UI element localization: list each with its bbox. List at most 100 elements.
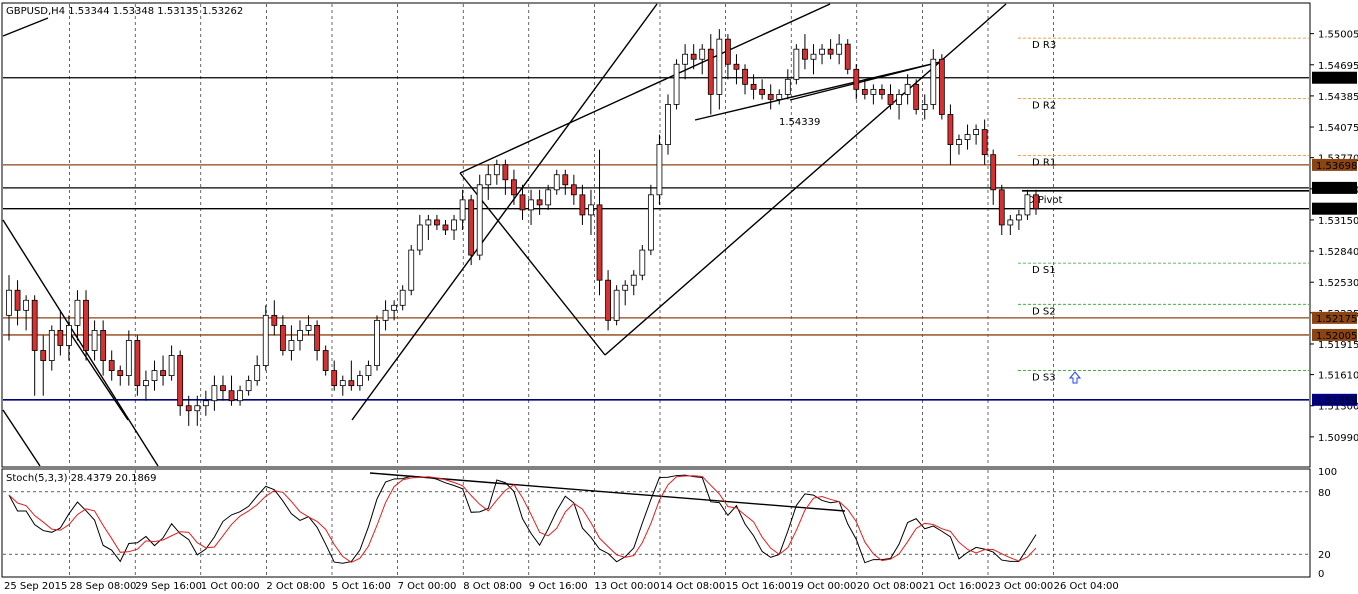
annotation-price: 1.54339 (779, 117, 820, 128)
candle-body (451, 219, 457, 231)
x-tick-label: 19 Oct 00:00 (791, 581, 856, 592)
price-marker-label: 1.51359 (1316, 396, 1357, 407)
candle-body (921, 104, 928, 110)
candle-body (254, 365, 261, 382)
candle-body (956, 139, 962, 146)
pivot-label: D S1 (1032, 265, 1056, 276)
candle-body (108, 360, 115, 371)
y-tick-label: 1.50990 (1318, 433, 1358, 444)
candle-body (938, 58, 945, 115)
pivot-levels: D R3 D R2 D R1 D Pivot D S1 D S2 D S3 (1018, 37, 1309, 384)
candle-body (245, 380, 252, 392)
candle-body (998, 189, 1005, 226)
x-tick-label: 5 Oct 16:00 (332, 581, 391, 592)
candle-body (1033, 194, 1039, 210)
candle-body (793, 48, 800, 80)
candle-body (502, 164, 509, 181)
candle-body (100, 330, 107, 361)
candle-body (468, 199, 475, 256)
trend-line (2, 219, 159, 467)
candle-body (237, 390, 243, 402)
candle-body (725, 38, 731, 65)
price-marker-box (1312, 71, 1357, 84)
main-plot-frame (1, 2, 1311, 468)
candle-body (365, 365, 372, 377)
candle-body (476, 184, 483, 256)
candle-body (990, 154, 997, 191)
pivot-label: D S3 (1032, 373, 1056, 384)
price-marker-box (1312, 311, 1357, 324)
candle-body (416, 224, 423, 251)
candle-body (117, 370, 124, 377)
candle-body (66, 324, 72, 346)
candle-body (194, 405, 201, 412)
candle-body (14, 289, 21, 311)
candle-body (442, 224, 449, 231)
candle-body (853, 68, 860, 90)
x-tick-label: 26 Oct 04:00 (1054, 581, 1119, 592)
candle-body (220, 385, 226, 392)
candle-body (827, 48, 834, 55)
candle-body (545, 189, 552, 206)
trend-line (369, 472, 846, 512)
candle-body (742, 68, 748, 85)
x-tick-label: 7 Oct 00:00 (398, 581, 457, 592)
price-marker-label: 1.53469 (1316, 184, 1357, 195)
candle-body (168, 355, 175, 377)
pivot-label: D Pivot (1027, 195, 1063, 206)
candle-body (185, 405, 192, 412)
price-marker-box (1312, 328, 1357, 341)
candle-body (562, 174, 569, 186)
candle-body (271, 314, 278, 326)
candle-body (57, 330, 64, 346)
x-tick-label: 23 Oct 00:00 (988, 581, 1053, 592)
candle-body (1007, 219, 1014, 226)
candle-body (964, 134, 971, 140)
candle-body (382, 309, 389, 321)
candle-body (673, 63, 680, 105)
candle-body (6, 289, 12, 316)
candle-body (861, 88, 868, 95)
candle-body (570, 184, 577, 196)
candle-body (836, 43, 843, 55)
pivot-label: D R2 (1032, 100, 1056, 111)
candle-body (339, 380, 346, 387)
candle-body (973, 129, 979, 135)
candle-body (596, 204, 603, 281)
candle-body (348, 380, 355, 387)
candle-body (31, 299, 38, 351)
candle-body (134, 340, 141, 387)
x-tick-label: 15 Oct 16:00 (726, 581, 791, 592)
candle-body (399, 289, 406, 306)
candle-body (434, 219, 440, 226)
candle-body (23, 299, 30, 311)
candle-body (459, 199, 466, 221)
candle-body (930, 58, 937, 105)
candle-body (870, 88, 877, 95)
price-marker-box (1312, 158, 1357, 171)
stoch-plot-frame (1, 468, 1311, 578)
candle-body (947, 114, 954, 146)
candle-body (630, 274, 637, 286)
candle-body (493, 164, 500, 176)
y-tick-label: 1.51300 (1318, 402, 1358, 413)
candle-body (759, 88, 766, 95)
y-tick-label: 1.54075 (1318, 123, 1358, 134)
candle-body (91, 330, 98, 351)
candle-body (262, 314, 269, 366)
y-tick-label: 1.55005 (1318, 30, 1358, 41)
candle-body (579, 194, 586, 216)
candle-body (639, 249, 646, 276)
x-tick-label: 1 Oct 00:00 (201, 581, 260, 592)
candle-body (211, 385, 218, 402)
trend-line (459, 3, 831, 174)
y-tick-label: 1.52530 (1318, 278, 1358, 289)
candle-body (810, 53, 817, 60)
stoch-level-label: 0 (1318, 569, 1324, 580)
stoch-label: Stoch(5,3,3) 28.4379 20.1869 (6, 473, 157, 484)
candle-body (125, 340, 132, 377)
candle-body (83, 299, 89, 351)
candle-body (143, 380, 149, 387)
candle-body (151, 370, 158, 382)
candle-body (1015, 214, 1022, 221)
